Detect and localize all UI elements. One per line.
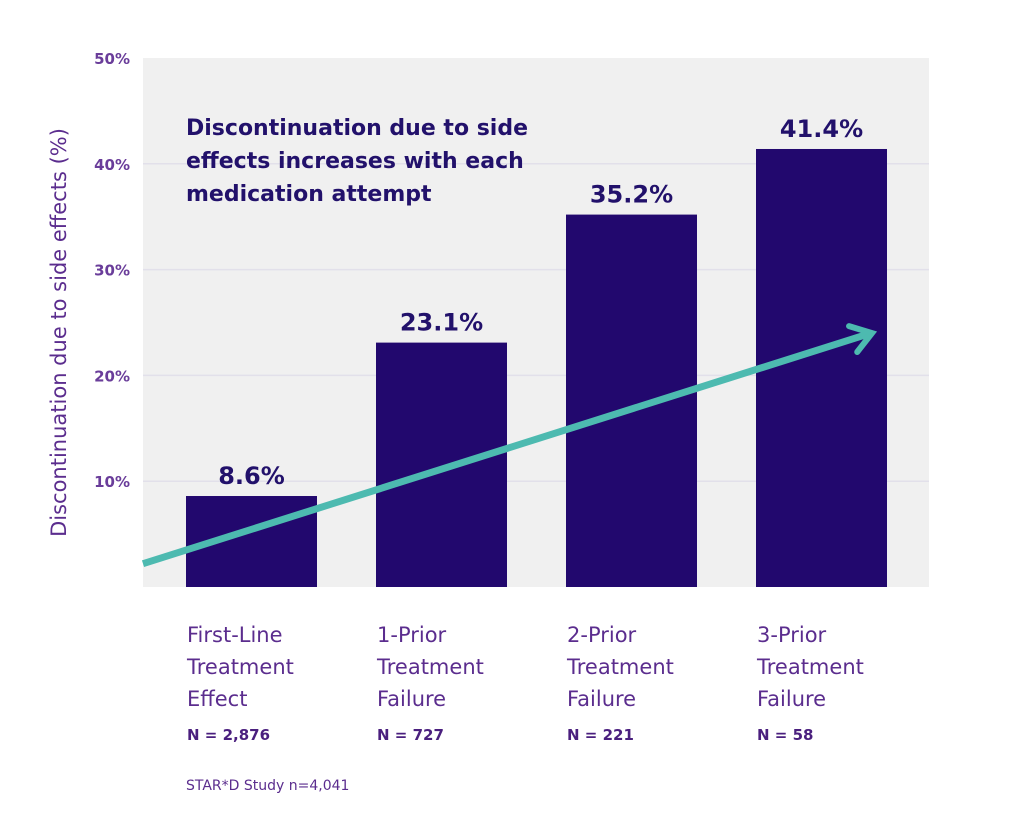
x-category-label: Treatment (186, 655, 294, 679)
trend-arrow-shaft (141, 330, 870, 568)
annotation-line: medication attempt (186, 182, 432, 207)
y-tick-label: 10% (94, 473, 130, 491)
data-label: 35.2% (590, 181, 673, 209)
sample-size-label: N = 2,876 (187, 726, 270, 744)
source-note: STAR*D Study n=4,041 (186, 778, 349, 794)
trend-arrow (141, 323, 878, 568)
data-label: 8.6% (218, 462, 285, 490)
trend-arrow-head (846, 323, 878, 355)
sample-size-label: N = 727 (377, 726, 444, 744)
annotation-line: Discontinuation due to side (186, 116, 528, 141)
y-tick-label: 40% (94, 156, 130, 174)
y-tick-label: 20% (94, 367, 130, 385)
x-category-label: Failure (567, 687, 636, 711)
x-category-label: Effect (187, 687, 247, 711)
chart-annotation: Discontinuation due to side effects incre… (186, 116, 528, 207)
bars (186, 148, 887, 588)
x-category-label: Treatment (756, 655, 864, 679)
x-category-label: First-Line (187, 623, 283, 647)
y-axis-ticks: 10% 20% 30% 40% 50% (94, 50, 130, 491)
x-category-label: 3-Prior (757, 623, 827, 647)
y-tick-label: 30% (94, 262, 130, 280)
x-category-label: Treatment (566, 655, 674, 679)
data-label: 23.1% (400, 309, 483, 337)
sample-size-label: N = 58 (757, 726, 813, 744)
data-label: 41.4% (780, 115, 863, 143)
x-category-label: 1-Prior (377, 623, 447, 647)
y-axis-label: Discontinuation due to side effects (%) (47, 128, 71, 537)
y-tick-label: 50% (94, 50, 130, 68)
x-category-label: Failure (377, 687, 446, 711)
x-category-label: 2-Prior (567, 623, 637, 647)
x-category-label: Failure (757, 687, 826, 711)
x-axis-categories: First-Line Treatment Effect N = 2,876 1-Prio… (186, 623, 864, 744)
bar (756, 148, 887, 587)
annotation-line: effects increases with each (186, 149, 524, 174)
bar (376, 342, 507, 587)
sample-size-label: N = 221 (567, 726, 634, 744)
x-category-label: Treatment (376, 655, 484, 679)
data-labels: 8.6% 23.1% 35.2% 41.4% (218, 115, 863, 490)
bar (566, 214, 697, 588)
